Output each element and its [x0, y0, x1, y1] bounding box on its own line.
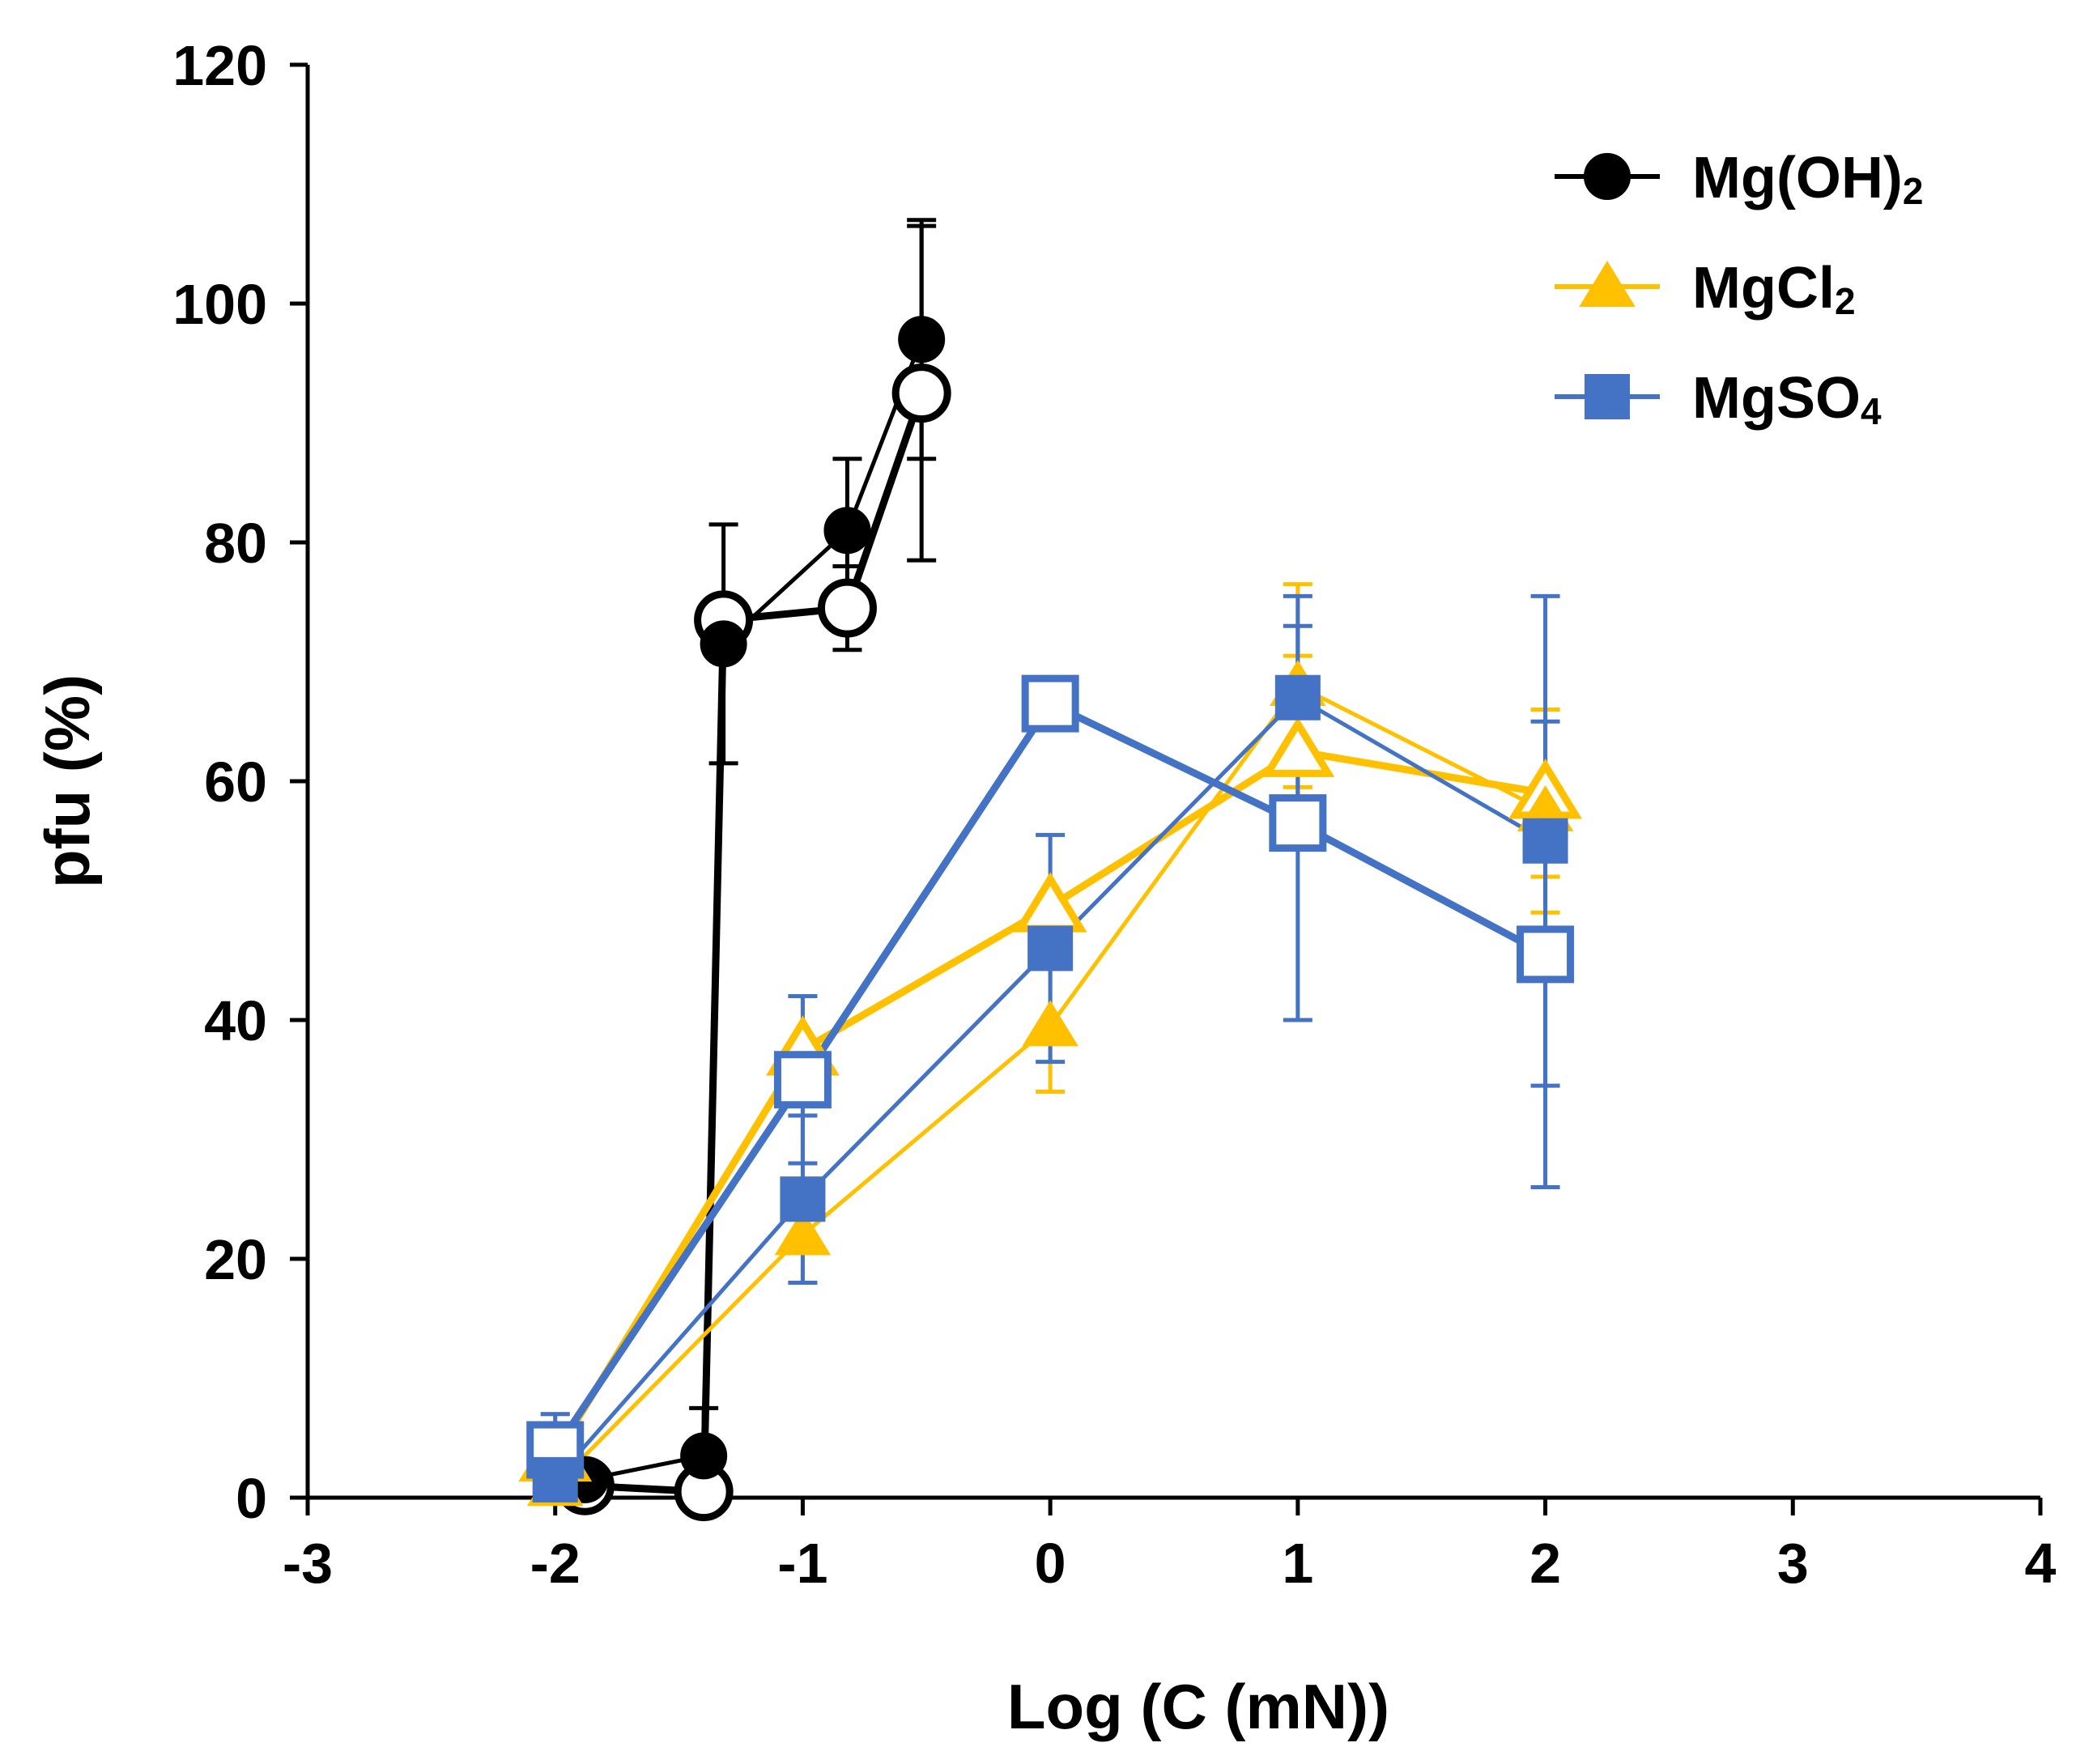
legend-marker: [1579, 261, 1636, 307]
data-point: [1261, 716, 1335, 777]
y-axis-title: pfu (%): [32, 674, 103, 888]
data-point: [817, 578, 877, 638]
y-tick-label: 100: [172, 273, 267, 336]
legend-label-subscript: 4: [1861, 390, 1882, 432]
data-point: [780, 1176, 826, 1222]
data-point: [1027, 925, 1074, 971]
y-tick-label: 120: [172, 34, 267, 97]
legend-label-main: Mg(OH): [1692, 146, 1903, 210]
x-axis-title: Log (C (mN)): [1007, 1671, 1389, 1742]
data-point: [532, 1456, 578, 1503]
x-tick-label: -1: [777, 1532, 827, 1595]
legend-marker: [1584, 153, 1631, 200]
legend-label-main: MgSO: [1692, 366, 1861, 431]
x-tick-label: -3: [283, 1532, 333, 1595]
data-point: [1274, 674, 1321, 720]
data-point: [1021, 674, 1079, 733]
y-tick-label: 0: [236, 1467, 267, 1530]
data-point: [1022, 1000, 1078, 1047]
legend-entry: MgSO4: [1555, 366, 1882, 432]
data-point: [773, 1051, 832, 1109]
x-tick-label: 4: [2025, 1532, 2057, 1595]
data-point: [1517, 925, 1575, 984]
y-tick-label: 40: [204, 989, 267, 1052]
data-point: [1522, 818, 1568, 864]
series-line: [584, 338, 924, 1482]
data-point: [680, 1432, 728, 1480]
data-point: [774, 1209, 832, 1256]
legend-label: MgSO4: [1692, 366, 1882, 432]
data-point: [891, 363, 951, 423]
legend-entry: MgCl2: [1555, 256, 1856, 322]
legend-label: Mg(OH)2: [1692, 146, 1924, 212]
plot-area: [518, 218, 1582, 1522]
series-mgoh2-filled: [584, 218, 937, 1500]
markers-mgso4: [532, 674, 1568, 1503]
y-tick-label: 60: [204, 750, 267, 814]
legend-label-main: MgCl: [1692, 256, 1835, 321]
x-tick-label: 1: [1282, 1532, 1313, 1595]
data-point: [700, 620, 747, 668]
legend-label-subscript: 2: [1835, 280, 1856, 322]
legend-label-subscript: 2: [1903, 170, 1924, 212]
series-mgoh2-open: [585, 223, 937, 1496]
y-tick-label: 80: [204, 512, 267, 575]
data-point: [898, 316, 946, 363]
data-point: [1013, 872, 1087, 933]
y-tick-label: 20: [204, 1228, 267, 1291]
x-tick-label: 3: [1777, 1532, 1809, 1595]
data-point: [1269, 794, 1327, 852]
x-tick-label: 0: [1035, 1532, 1066, 1595]
x-tick-label: -2: [530, 1532, 581, 1595]
data-point: [823, 507, 871, 555]
legend-label: MgCl2: [1692, 256, 1856, 322]
legend-marker: [1585, 374, 1630, 419]
x-tick-label: 2: [1529, 1532, 1561, 1595]
legend-entry: Mg(OH)2: [1555, 146, 1924, 212]
